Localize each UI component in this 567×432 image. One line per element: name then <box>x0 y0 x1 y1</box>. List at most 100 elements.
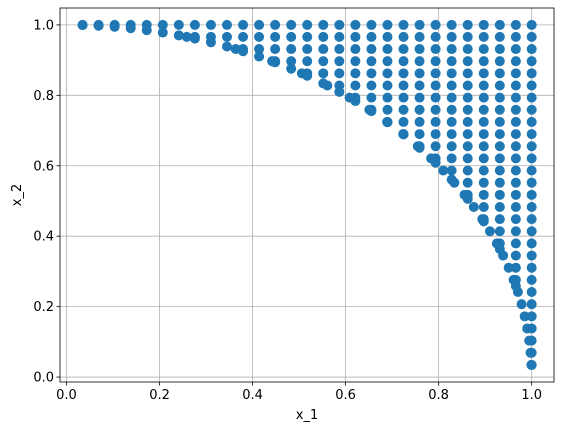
data-point <box>334 19 345 30</box>
data-point <box>302 56 313 67</box>
data-point <box>478 165 489 176</box>
data-point <box>478 19 489 30</box>
data-point <box>494 56 505 67</box>
y-tick-label: 0.0 <box>33 371 54 386</box>
data-point <box>382 19 393 30</box>
data-point <box>478 153 489 164</box>
data-point <box>526 141 537 152</box>
data-point <box>398 116 409 127</box>
data-point <box>494 153 505 164</box>
data-point <box>334 56 345 67</box>
data-point <box>430 68 441 79</box>
data-point <box>366 68 377 79</box>
data-point <box>221 31 232 42</box>
data-point <box>77 20 88 31</box>
data-point <box>414 129 425 140</box>
data-point <box>366 19 377 30</box>
data-point <box>494 129 505 140</box>
data-point <box>494 68 505 79</box>
data-point <box>414 31 425 42</box>
data-point <box>462 193 473 204</box>
data-point <box>510 177 521 188</box>
data-point <box>318 19 329 30</box>
data-point <box>446 56 457 67</box>
data-point <box>221 41 232 52</box>
data-point <box>238 19 249 30</box>
data-point <box>438 165 449 176</box>
data-point <box>382 31 393 42</box>
data-point <box>366 80 377 91</box>
data-point <box>494 165 505 176</box>
data-point <box>350 56 361 67</box>
data-point <box>478 104 489 115</box>
data-point <box>526 359 537 370</box>
data-point <box>510 201 521 212</box>
data-point <box>286 63 297 74</box>
data-point <box>446 68 457 79</box>
data-point <box>510 44 521 55</box>
data-point <box>526 80 537 91</box>
data-point <box>494 44 505 55</box>
data-point <box>286 56 297 67</box>
data-point <box>318 56 329 67</box>
data-point <box>462 31 473 42</box>
data-point <box>526 153 537 164</box>
data-point <box>478 177 489 188</box>
data-point <box>430 80 441 91</box>
data-point <box>189 33 200 44</box>
y-tick-label: 0.8 <box>33 89 54 104</box>
x-tick-label: 0.4 <box>242 388 263 403</box>
data-point <box>526 238 537 249</box>
data-point <box>398 104 409 115</box>
data-point <box>462 116 473 127</box>
data-point <box>270 31 281 42</box>
data-point <box>522 323 533 334</box>
data-point <box>270 19 281 30</box>
y-tick-label: 1.0 <box>33 18 54 33</box>
data-point <box>430 31 441 42</box>
data-point <box>526 165 537 176</box>
data-point <box>462 141 473 152</box>
data-point <box>510 104 521 115</box>
data-point <box>526 44 537 55</box>
data-point <box>205 19 216 30</box>
data-point <box>350 80 361 91</box>
data-point <box>430 92 441 103</box>
data-point <box>478 201 489 212</box>
data-point <box>334 31 345 42</box>
data-point <box>414 19 425 30</box>
data-point <box>350 44 361 55</box>
data-point <box>430 19 441 30</box>
data-point <box>526 226 537 237</box>
data-point <box>526 262 537 273</box>
data-point <box>322 80 333 91</box>
data-point <box>462 165 473 176</box>
data-point <box>350 31 361 42</box>
data-point <box>526 31 537 42</box>
data-point <box>525 347 536 358</box>
data-point <box>526 287 537 298</box>
data-point <box>526 311 537 322</box>
data-point <box>430 56 441 67</box>
x-tick-label: 0.6 <box>335 388 356 403</box>
x-tick-label: 0.2 <box>149 388 170 403</box>
data-point <box>526 129 537 140</box>
plot-frame <box>59 7 555 383</box>
data-point <box>173 19 184 30</box>
data-point <box>462 68 473 79</box>
data-point <box>478 31 489 42</box>
x-tick-label: 0.0 <box>56 388 77 403</box>
data-point <box>334 86 345 97</box>
data-point <box>446 116 457 127</box>
data-point <box>254 51 265 62</box>
data-point <box>526 299 537 310</box>
data-point <box>430 104 441 115</box>
data-point <box>510 116 521 127</box>
data-point <box>526 189 537 200</box>
data-point <box>478 189 489 200</box>
data-point <box>478 116 489 127</box>
data-point <box>382 92 393 103</box>
data-point <box>526 92 537 103</box>
data-point <box>519 311 530 322</box>
data-point <box>494 141 505 152</box>
